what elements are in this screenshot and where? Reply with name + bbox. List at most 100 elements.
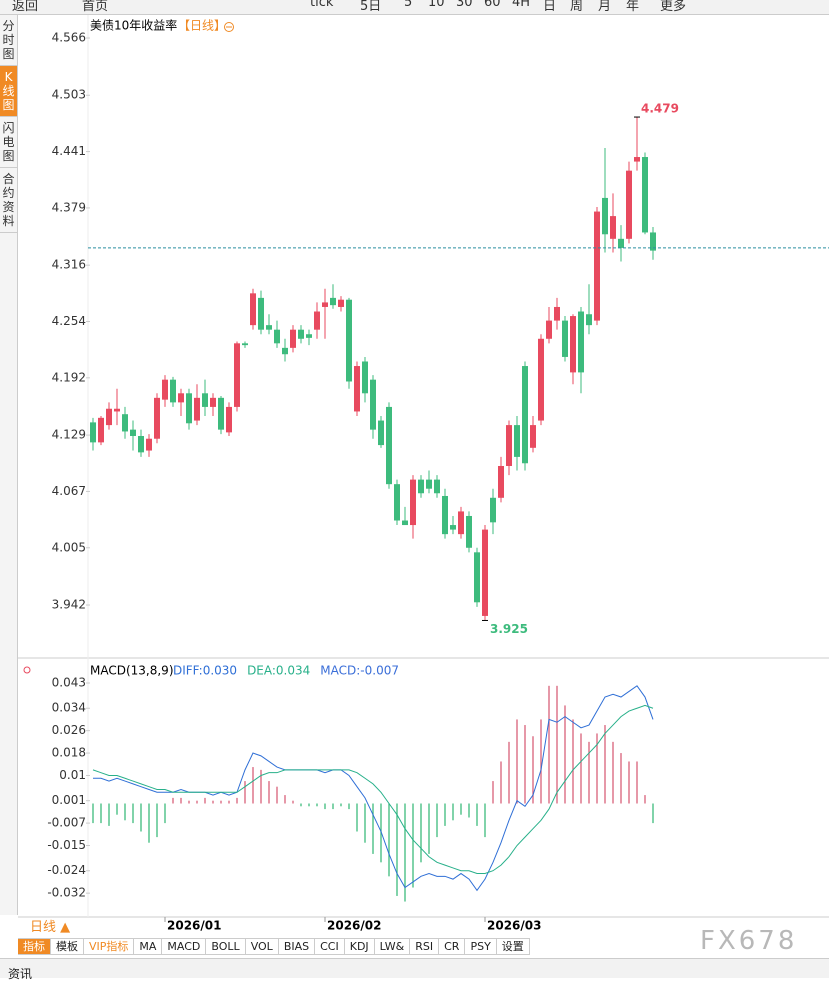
candle-body bbox=[450, 525, 456, 530]
toolbar-button[interactable]: 30 bbox=[456, 0, 473, 10]
candle-body bbox=[642, 157, 648, 233]
indicator-tab[interactable]: CR bbox=[439, 938, 466, 955]
period-tab[interactable]: 日线 ▲ bbox=[30, 920, 71, 935]
sidebar-tab[interactable]: 分时图 bbox=[0, 15, 17, 66]
candle-body bbox=[130, 429, 136, 437]
toolbar-button[interactable]: 月 bbox=[598, 0, 612, 14]
y-tick-label: -0.024 bbox=[47, 863, 86, 877]
toolbar-button[interactable]: 5 bbox=[404, 0, 413, 10]
candle-body bbox=[266, 325, 272, 330]
candle-body bbox=[186, 393, 192, 424]
candle-body bbox=[322, 302, 328, 307]
candle-body bbox=[506, 425, 512, 466]
candle-body bbox=[402, 520, 408, 526]
candle-body bbox=[210, 397, 216, 407]
toolbar-button[interactable]: 60 bbox=[484, 0, 501, 10]
candle-body bbox=[458, 511, 464, 535]
toolbar-button[interactable]: 周 bbox=[570, 0, 584, 14]
chart-title: 美债10年收益率 bbox=[90, 18, 177, 33]
candle-body bbox=[466, 515, 472, 548]
toolbar-button[interactable]: 10 bbox=[428, 0, 445, 10]
candle-body bbox=[482, 529, 488, 616]
candle-body bbox=[434, 479, 440, 494]
indicator-tab[interactable]: RSI bbox=[410, 938, 440, 955]
candle-body bbox=[610, 216, 616, 239]
candle-body bbox=[578, 311, 584, 373]
indicator-tab[interactable]: MACD bbox=[162, 938, 207, 955]
toolbar-button[interactable]: tick bbox=[310, 0, 334, 10]
indicator-tab[interactable]: CCI bbox=[315, 938, 345, 955]
indicator-tab[interactable]: LW& bbox=[374, 938, 411, 955]
sidebar-tab[interactable]: 闪电图 bbox=[0, 117, 17, 168]
min-label: 3.925 bbox=[490, 622, 528, 636]
indicator-tab[interactable]: 模板 bbox=[51, 938, 84, 955]
y-tick-label: -0.032 bbox=[47, 886, 86, 900]
candle-body bbox=[202, 393, 208, 407]
footer-tab[interactable]: 资讯 bbox=[8, 967, 33, 981]
sidebar-tab[interactable]: 合约资料 bbox=[0, 168, 17, 233]
candle-body bbox=[474, 552, 480, 603]
candle-body bbox=[290, 329, 296, 348]
y-tick-label: 4.503 bbox=[52, 88, 86, 102]
candle-body bbox=[178, 393, 184, 403]
candle-body bbox=[106, 408, 112, 426]
indicator-tab[interactable]: 设置 bbox=[496, 938, 530, 955]
candle-body bbox=[282, 347, 288, 355]
toolbar-button[interactable]: 首页 bbox=[82, 0, 109, 14]
candle-body bbox=[346, 299, 352, 382]
candle-body bbox=[418, 479, 424, 494]
y-tick-label: 0.018 bbox=[52, 746, 86, 760]
y-tick-label: -0.015 bbox=[47, 838, 86, 852]
candle-body bbox=[362, 361, 368, 394]
sidebar-tab[interactable]: K线图 bbox=[0, 66, 17, 117]
macd-line bbox=[92, 704, 654, 875]
candle-body bbox=[586, 314, 592, 326]
settings-icon[interactable] bbox=[224, 22, 234, 32]
candle-body bbox=[194, 397, 200, 421]
macd-legend: DIFF:0.030 bbox=[173, 664, 237, 678]
period-label: 【日线】 bbox=[178, 19, 226, 33]
y-tick-label: 0.001 bbox=[52, 793, 86, 807]
macd-title: MACD(13,8,9) bbox=[90, 664, 174, 678]
sidebar: 分时图 K线图 闪电图 合约资料 bbox=[0, 15, 18, 915]
toolbar-button[interactable]: 5日 bbox=[360, 0, 382, 14]
candle-body bbox=[218, 397, 224, 430]
toolbar: 返回 首页 tick 5日 5 10 30 60 4H 日周月年 更多 bbox=[0, 0, 829, 15]
candle-body bbox=[378, 420, 384, 446]
candle-body bbox=[338, 299, 344, 307]
indicator-tab[interactable]: PSY bbox=[465, 938, 497, 955]
candle-body bbox=[146, 438, 152, 451]
toolbar-button[interactable]: 更多 bbox=[660, 0, 687, 14]
candle-body bbox=[122, 414, 128, 432]
indicator-tab[interactable]: KDJ bbox=[344, 938, 375, 955]
indicator-tab[interactable]: VOL bbox=[245, 938, 279, 955]
candle-body bbox=[650, 232, 656, 251]
indicator-tab[interactable]: MA bbox=[134, 938, 163, 955]
indicator-tab[interactable]: 指标 bbox=[18, 938, 51, 955]
candle-body bbox=[114, 408, 120, 412]
candle-body bbox=[138, 436, 144, 453]
toolbar-button[interactable]: 日 bbox=[543, 0, 557, 14]
indicator-tab[interactable]: BOLL bbox=[206, 938, 246, 955]
indicator-icon[interactable] bbox=[23, 666, 31, 674]
candle-body bbox=[306, 334, 312, 338]
candle-body bbox=[602, 197, 608, 235]
indicator-tab[interactable]: BIAS bbox=[278, 938, 316, 955]
watermark: FX678 bbox=[700, 926, 798, 956]
candle-body bbox=[490, 497, 496, 523]
toolbar-button[interactable]: 4H bbox=[512, 0, 531, 10]
candle-body bbox=[562, 320, 568, 357]
candle-body bbox=[498, 465, 504, 498]
candle-body bbox=[594, 211, 600, 321]
indicator-tab[interactable]: VIP指标 bbox=[84, 938, 135, 955]
candle-body bbox=[170, 379, 176, 403]
y-tick-label: 4.129 bbox=[52, 428, 86, 442]
y-tick-label: 0.043 bbox=[52, 676, 86, 690]
candle-body bbox=[386, 406, 392, 485]
toolbar-button[interactable]: 返回 bbox=[12, 0, 39, 14]
y-tick-label: 4.566 bbox=[52, 30, 86, 44]
candle-body bbox=[634, 157, 640, 162]
toolbar-button[interactable]: 年 bbox=[626, 0, 640, 14]
y-tick-label: 4.005 bbox=[52, 540, 86, 554]
